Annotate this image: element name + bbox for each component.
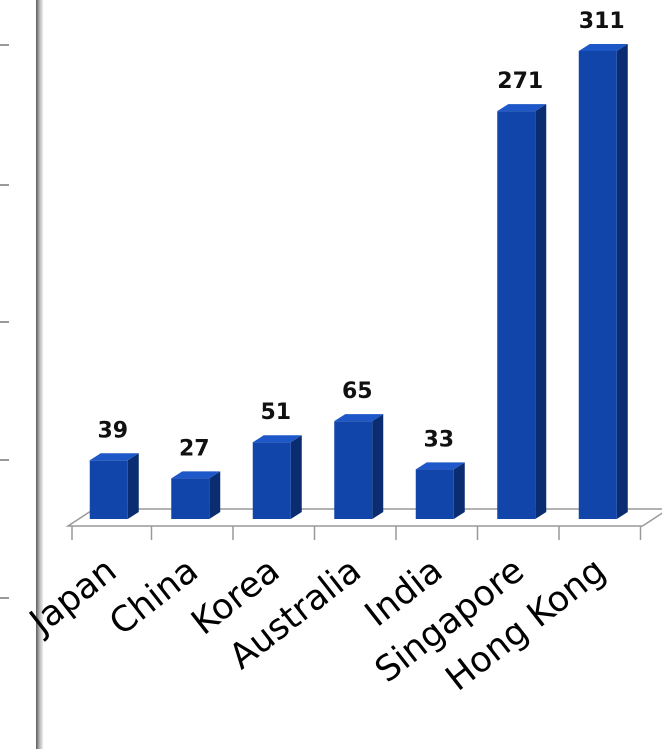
left-axis-border bbox=[36, 0, 43, 749]
data-label: 51 bbox=[260, 400, 291, 425]
data-label: 33 bbox=[423, 427, 454, 452]
category-label: China bbox=[102, 551, 205, 644]
bar-top bbox=[415, 462, 465, 470]
bar-front bbox=[334, 421, 373, 519]
bar-china bbox=[171, 471, 221, 519]
data-labels-group: 39 27 51 65 33 271 311 bbox=[97, 9, 624, 461]
bar-top bbox=[252, 435, 302, 443]
bar-australia bbox=[334, 414, 384, 519]
bar-side bbox=[290, 435, 302, 519]
data-label: 39 bbox=[97, 418, 128, 443]
bar-side bbox=[453, 462, 465, 519]
data-label: 271 bbox=[497, 69, 543, 94]
bar-front bbox=[252, 442, 291, 519]
bar-top bbox=[171, 471, 221, 479]
bar-front bbox=[578, 50, 617, 519]
bar-india bbox=[415, 462, 465, 519]
bar-side bbox=[209, 471, 221, 519]
bar-top bbox=[578, 43, 628, 51]
category-labels-group: JapanChinaKoreaAustraliaIndiaSingaporeHo… bbox=[21, 551, 613, 700]
bar-top bbox=[89, 453, 139, 461]
bar-side bbox=[372, 414, 384, 519]
bar-side bbox=[127, 453, 139, 519]
bar-japan bbox=[89, 453, 139, 519]
chart-frame bbox=[0, 0, 43, 749]
bar-side bbox=[535, 104, 547, 520]
bar-front bbox=[171, 478, 210, 519]
bar-front bbox=[415, 469, 454, 519]
data-label: 311 bbox=[579, 9, 625, 34]
bar-top bbox=[334, 414, 384, 422]
bar-side bbox=[616, 43, 628, 519]
bar-korea bbox=[252, 435, 302, 519]
bar-hong-kong bbox=[578, 43, 628, 519]
bar-top bbox=[497, 104, 547, 112]
data-label: 27 bbox=[179, 436, 210, 461]
bar-singapore bbox=[497, 104, 547, 520]
bar-front bbox=[497, 111, 536, 520]
bars-group bbox=[89, 43, 628, 520]
data-label: 65 bbox=[342, 379, 373, 404]
bar-front bbox=[89, 460, 128, 519]
